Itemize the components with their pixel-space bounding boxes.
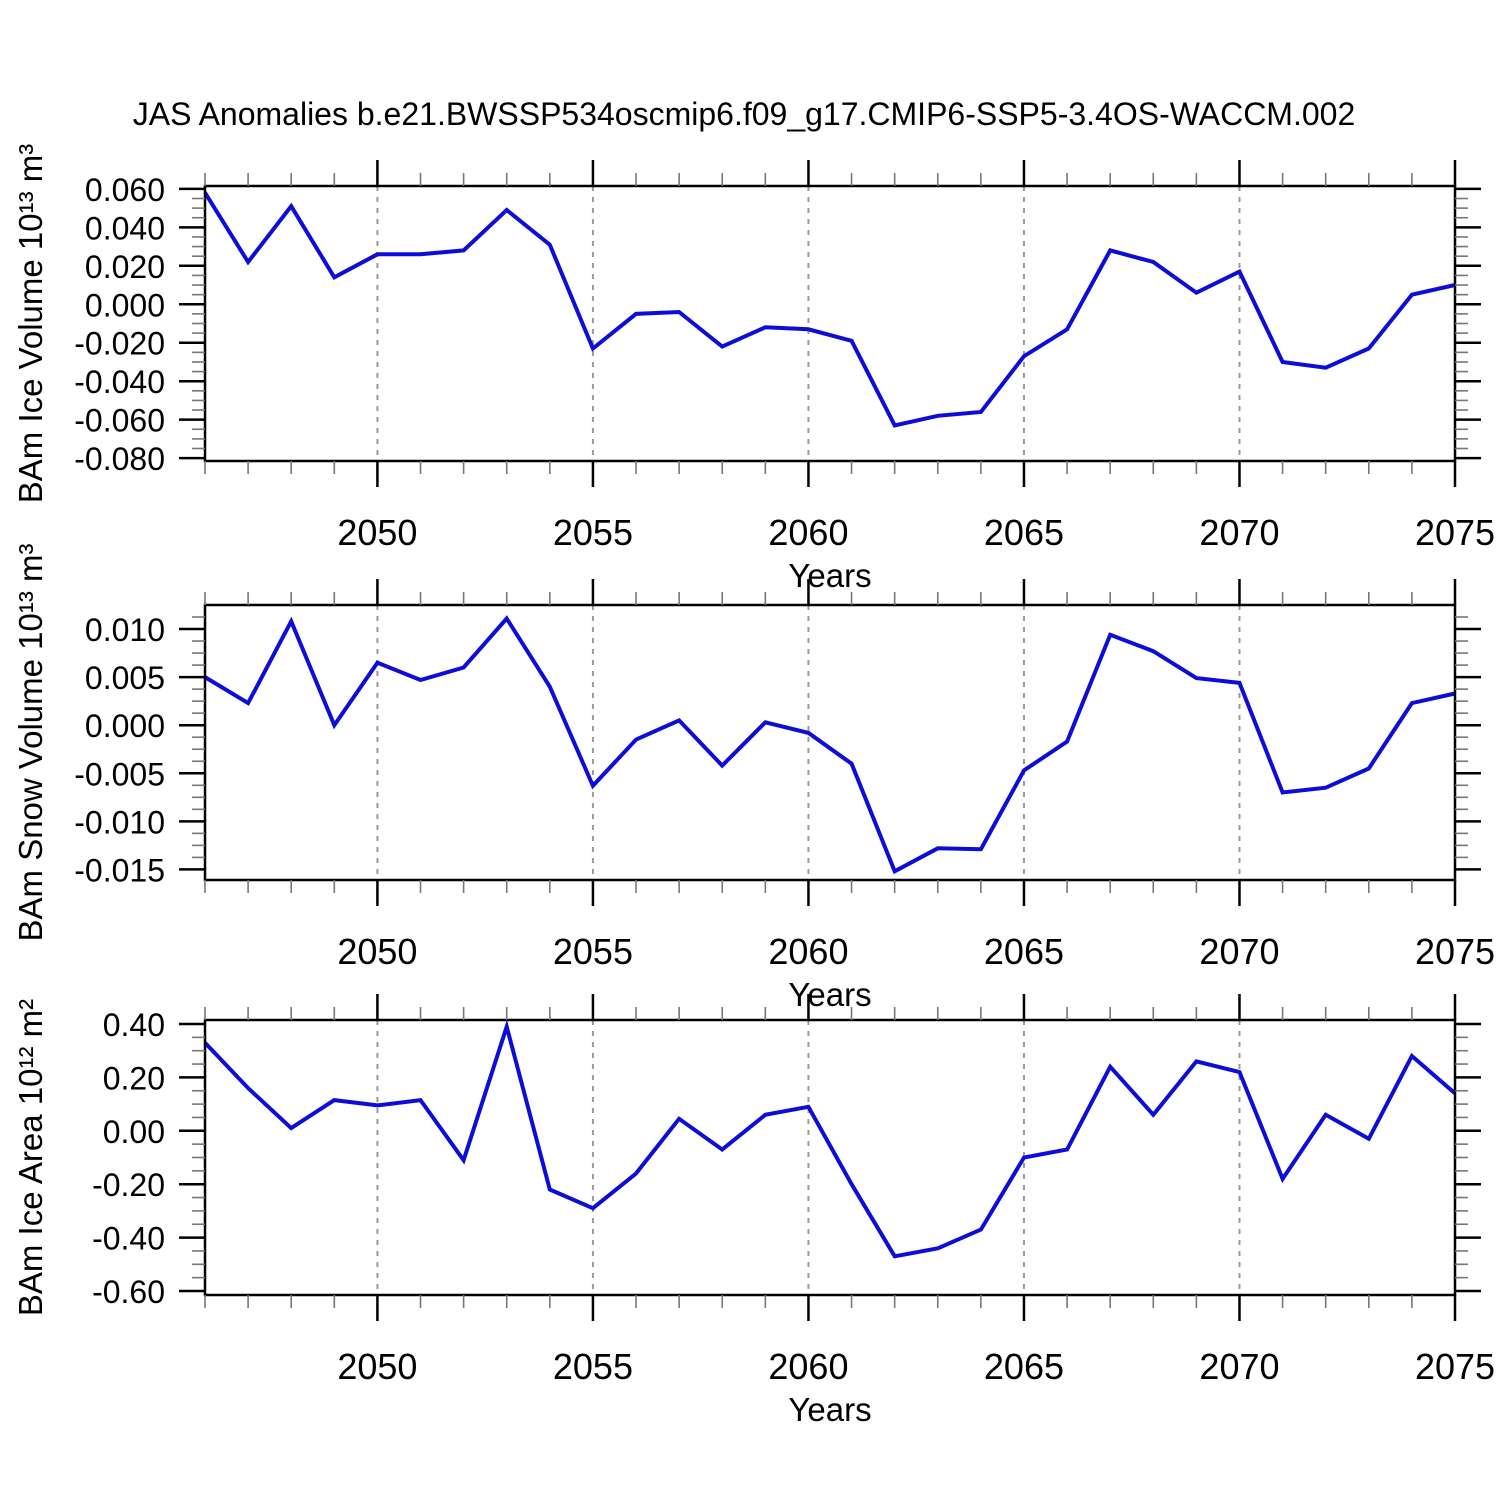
panel-ice-area: -0.60 -0.40 -0.20 0.00 0.20 0.40 2050 2055 2060 2… — [12, 994, 1495, 1428]
x-tick-label: 2070 — [1199, 1346, 1279, 1387]
x-tick-label: 2070 — [1199, 512, 1279, 553]
y-tick-label: -0.015 — [74, 852, 165, 888]
y-tick-label: -0.20 — [92, 1167, 165, 1203]
y-tick-label: -0.040 — [74, 364, 165, 400]
y-tick-label: 0.20 — [103, 1060, 165, 1096]
y-tick-label: -0.40 — [92, 1221, 165, 1257]
y-tick-label: 0.010 — [85, 612, 165, 648]
x-tick-label: 2055 — [553, 931, 633, 972]
x-tick-label: 2055 — [553, 512, 633, 553]
panel-snow-volume: -0.015 -0.010 -0.005 0.000 0.005 0.010 2050 205… — [12, 544, 1495, 1013]
x-tick-label: 2065 — [984, 512, 1064, 553]
x-tick-label: 2055 — [553, 1346, 633, 1387]
y-tick-label: -0.080 — [74, 441, 165, 477]
x-axis-title: Years — [788, 1391, 871, 1428]
x-tick-label: 2075 — [1415, 1346, 1495, 1387]
y-tick-label: 0.000 — [85, 287, 165, 323]
y-axis-title: BAm Ice Area 10¹² m² — [12, 999, 49, 1316]
y-tick-label: -0.005 — [74, 756, 165, 792]
y-tick-label: 0.40 — [103, 1007, 165, 1043]
x-tick-label: 2060 — [768, 931, 848, 972]
y-tick-label: -0.060 — [74, 403, 165, 439]
x-tick-label: 2075 — [1415, 931, 1495, 972]
x-tick-label: 2065 — [984, 1346, 1064, 1387]
y-tick-label: -0.020 — [74, 326, 165, 362]
x-axis-title: Years — [788, 976, 871, 1013]
chart-title: JAS Anomalies b.e21.BWSSP534oscmip6.f09_… — [132, 96, 1356, 132]
data-line-ice-volume — [203, 191, 1456, 428]
plot-frame — [203, 603, 1457, 882]
x-tick-label: 2060 — [768, 1346, 848, 1387]
y-tick-label: -0.60 — [92, 1274, 165, 1310]
x-tick-label: 2050 — [337, 512, 417, 553]
panel-ice-volume: -0.080-0.060-0.040-0.0200.0000.0200.0400… — [12, 144, 1495, 594]
y-tick-label: 0.040 — [85, 210, 165, 246]
y-axis-title: BAm Ice Volume 10¹³ m³ — [12, 144, 49, 503]
y-tick-label: 0.020 — [85, 249, 165, 285]
x-tick-label: 2060 — [768, 512, 848, 553]
plot-frame — [203, 1018, 1457, 1297]
x-tick-label: 2050 — [337, 1346, 417, 1387]
y-tick-label: -0.010 — [74, 804, 165, 840]
y-tick-label: 0.060 — [85, 172, 165, 208]
plot-frame — [203, 184, 1457, 463]
x-axis-title: Years — [788, 557, 871, 594]
y-tick-label: 0.00 — [103, 1114, 165, 1150]
x-tick-label: 2075 — [1415, 512, 1495, 553]
data-line-ice-area — [203, 1019, 1457, 1259]
x-tick-label: 2065 — [984, 931, 1064, 972]
x-tick-label: 2070 — [1199, 931, 1279, 972]
data-line-snow-volume — [203, 615, 1456, 875]
y-tick-label: 0.000 — [85, 708, 165, 744]
y-tick-label: 0.005 — [85, 660, 165, 696]
y-axis-title: BAm Snow Volume 10¹³ m³ — [12, 544, 49, 942]
x-tick-label: 2050 — [337, 931, 417, 972]
